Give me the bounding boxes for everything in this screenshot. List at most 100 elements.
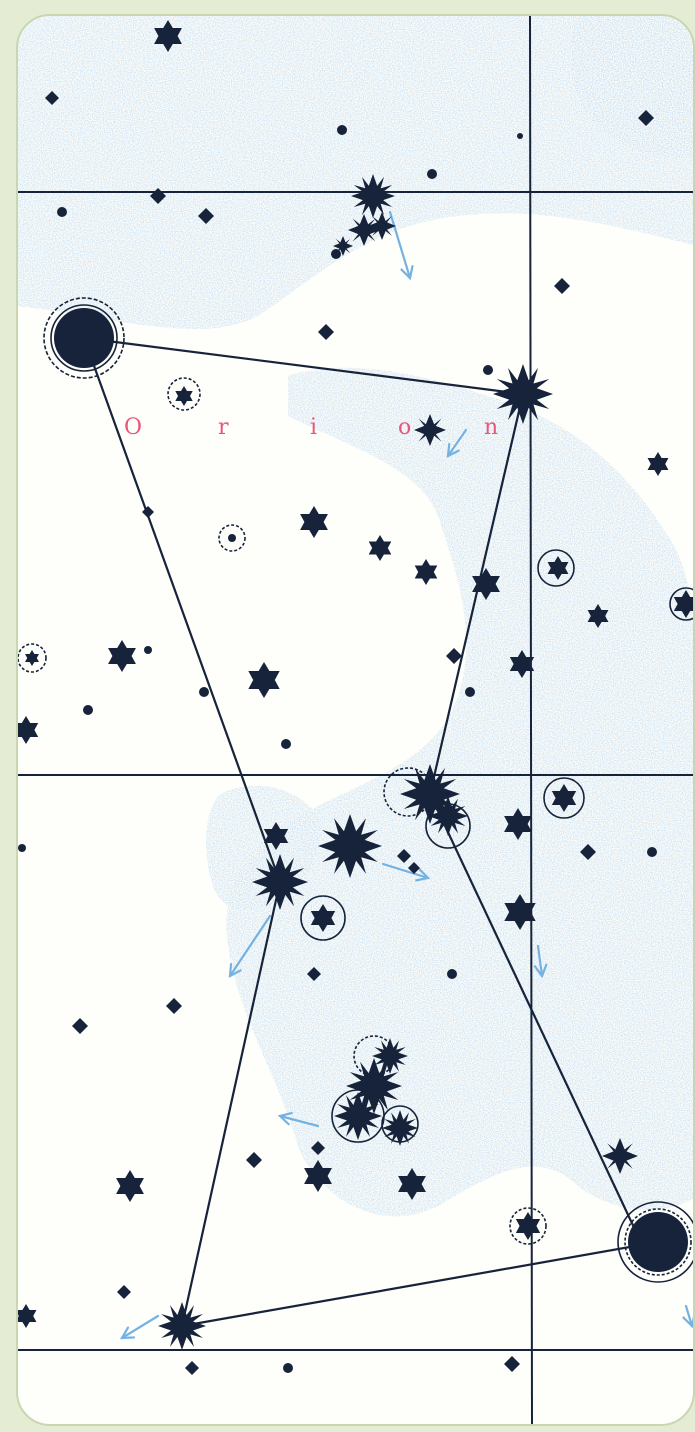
- faint-star: [142, 506, 154, 518]
- faint-star: [580, 844, 596, 860]
- faint-star: [117, 1285, 131, 1299]
- faint-star: [408, 862, 420, 874]
- star: [300, 506, 328, 538]
- constellation-line: [83, 336, 524, 396]
- star-ring: [543, 777, 585, 819]
- constellation-line: [82, 337, 282, 883]
- motion-arrow: [388, 210, 412, 280]
- star: [175, 386, 193, 406]
- motion-arrow: [684, 1304, 693, 1328]
- motion-arrowhead: [533, 963, 548, 979]
- faint-star: [199, 687, 209, 697]
- label-letter-1: O: [124, 415, 142, 440]
- proper-motion-arrows: [120, 210, 693, 1340]
- faint-star: [18, 844, 26, 852]
- motion-arrowhead: [120, 1326, 136, 1340]
- faint-star: [72, 1018, 88, 1034]
- motion-arrow: [278, 1114, 320, 1128]
- faint-star: [198, 208, 214, 224]
- faint-star: [311, 1141, 325, 1155]
- star-ring: [50, 304, 118, 372]
- constellation-line: [181, 1240, 659, 1328]
- motion-arrowhead: [682, 1315, 693, 1329]
- label-letter-5: n: [484, 415, 498, 440]
- motion-arrowhead: [277, 1112, 293, 1126]
- bright-star: [158, 1302, 206, 1350]
- faint-star: [504, 1356, 520, 1372]
- faint-star: [647, 847, 657, 857]
- star: [414, 414, 446, 446]
- star: [248, 662, 280, 698]
- motion-arrow: [120, 1314, 160, 1340]
- star-ring: [167, 377, 201, 411]
- motion-arrowhead: [446, 442, 460, 458]
- star: [602, 1138, 638, 1174]
- star: [18, 716, 39, 744]
- motion-arrowhead: [415, 868, 431, 882]
- star: [647, 452, 669, 476]
- star-ring: [43, 297, 125, 379]
- faint-star: [447, 969, 457, 979]
- motion-arrow: [228, 914, 272, 978]
- milky-way-nebula: [18, 16, 693, 1217]
- faint-star: [185, 1361, 199, 1375]
- star-ring: [669, 587, 693, 621]
- motion-arrow: [446, 428, 468, 458]
- faint-star: [465, 687, 475, 697]
- constellation-label: O r i o n: [124, 415, 498, 440]
- star-ring: [624, 1208, 692, 1276]
- star: [515, 1212, 541, 1240]
- motion-arrow: [536, 944, 544, 978]
- star: [108, 640, 136, 672]
- label-letter-3: i: [310, 415, 317, 440]
- star-chart-frame: O r i o n: [16, 14, 695, 1426]
- star: [116, 1170, 144, 1202]
- star: [368, 212, 396, 240]
- faint-star: [446, 648, 462, 664]
- motion-arrowhead: [228, 962, 242, 978]
- faint-star: [427, 169, 437, 179]
- coordinate-grid: [18, 16, 693, 1424]
- star-ring: [509, 1207, 547, 1245]
- faint-star: [144, 646, 152, 654]
- star-ring: [537, 549, 575, 587]
- faint-star: [83, 705, 93, 715]
- faint-star: [57, 207, 67, 217]
- star: [18, 1304, 37, 1328]
- faint-star: [331, 249, 341, 259]
- faint-star: [483, 365, 493, 375]
- faint-star: [166, 998, 182, 1014]
- faint-star: [307, 967, 321, 981]
- label-letter-4: o: [398, 415, 411, 440]
- faint-star: [45, 91, 59, 105]
- star-chart: O r i o n: [18, 16, 693, 1424]
- constellation-lines: [82, 336, 659, 1328]
- faint-star: [150, 188, 166, 204]
- bright-star: [628, 1212, 688, 1272]
- star-ring: [617, 1201, 693, 1283]
- faint-star: [554, 278, 570, 294]
- constellation-line: [428, 393, 525, 795]
- label-letter-2: r: [218, 415, 229, 440]
- star: [368, 535, 392, 561]
- faint-star: [228, 534, 236, 542]
- faint-star: [638, 110, 654, 126]
- faint-star: [517, 133, 523, 139]
- motion-arrow: [381, 862, 430, 880]
- star-ring: [18, 643, 47, 673]
- constellation-line: [429, 793, 639, 1237]
- faint-star: [283, 1363, 293, 1373]
- star: [414, 559, 438, 585]
- star-symbols: [18, 20, 693, 1375]
- faint-star: [337, 125, 347, 135]
- faint-star: [318, 324, 334, 340]
- motion-arrowhead: [400, 265, 414, 281]
- star-ring: [300, 895, 346, 941]
- star: [25, 650, 39, 666]
- faint-star: [246, 1152, 262, 1168]
- star-ring: [218, 524, 246, 552]
- constellation-line: [180, 881, 282, 1327]
- faint-star: [397, 849, 411, 863]
- bright-star: [54, 308, 114, 368]
- faint-star: [281, 739, 291, 749]
